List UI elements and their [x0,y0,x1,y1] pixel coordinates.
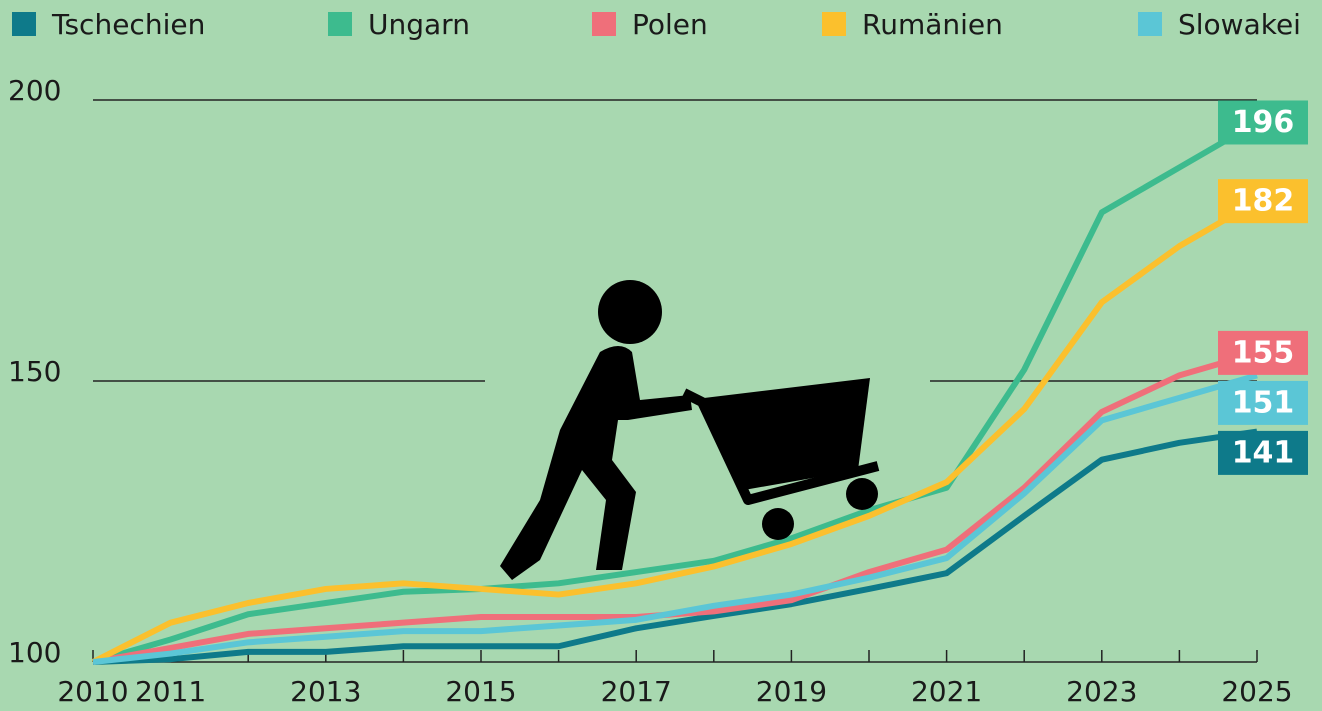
end-label: 155 [1232,335,1295,370]
legend-swatch [328,12,352,36]
x-tick-label: 2013 [290,675,361,708]
x-tick-label: 2015 [445,675,516,708]
end-label-box [1218,330,1308,375]
x-tick-label: 2017 [601,675,672,708]
series-line [92,428,1258,665]
y-tick-label: 150 [8,355,61,388]
y-tick-label: 100 [8,636,61,669]
end-label-box [1218,380,1308,425]
end-label: 141 [1232,435,1295,470]
series-line [91,198,1259,665]
x-tick-label: 2025 [1221,675,1292,708]
x-tick-label: 2010 [57,675,128,708]
legend-swatch [822,12,846,36]
end-labels: 141 196 155 182 151 [1218,100,1308,475]
x-tick-label: 2021 [911,675,982,708]
legend-swatch [592,12,616,36]
grid: 100 150 200 2010 2011 2013 2015 2017 2019 2021 202… [8,74,1293,708]
lines [91,119,1259,665]
x-tick-label: 2011 [135,675,206,708]
end-label-box [1218,179,1308,224]
legend-label: Slowakei [1178,8,1301,41]
end-label: 182 [1232,184,1295,219]
end-label-box [1218,430,1308,475]
end-label: 151 [1232,385,1295,420]
legend: Tschechien Ungarn Polen Rumänien Slowakei [12,8,1301,41]
legend-label: Polen [632,8,708,41]
x-tick-label: 2019 [756,675,827,708]
shopper-icon [500,280,880,580]
legend-label: Tschechien [51,8,205,41]
series-line [92,372,1258,665]
legend-label: Rumänien [862,8,1003,41]
y-tick-label: 200 [8,74,61,107]
legend-label: Ungarn [368,8,470,41]
legend-swatch [12,12,36,36]
series-line [92,119,1259,665]
legend-swatch [1138,12,1162,36]
x-tick-label: 2023 [1066,675,1137,708]
end-label: 196 [1232,105,1295,140]
end-label-box [1218,100,1308,145]
